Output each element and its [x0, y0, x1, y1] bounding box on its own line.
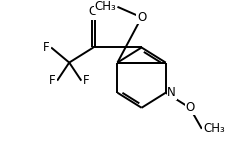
Text: CH₃: CH₃ — [94, 0, 115, 13]
Text: O: O — [136, 11, 146, 24]
Text: F: F — [43, 41, 50, 54]
Text: O: O — [88, 5, 98, 18]
Text: F: F — [82, 74, 89, 87]
Text: O: O — [184, 101, 194, 114]
Text: CH₃: CH₃ — [203, 122, 224, 135]
Text: N: N — [167, 86, 175, 99]
Text: F: F — [49, 74, 56, 87]
